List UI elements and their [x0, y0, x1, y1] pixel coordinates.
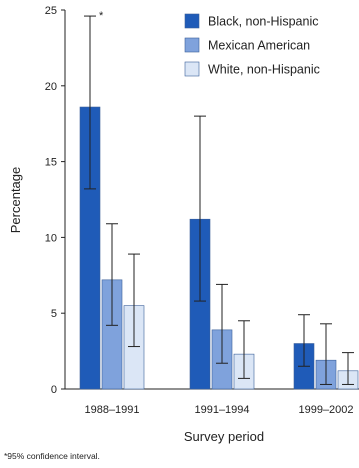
x-tick-label: 1988–1991 — [84, 404, 139, 416]
legend-swatch — [184, 61, 200, 77]
x-ticks: 1988–1991 1991–1994 1999–2002 — [84, 404, 353, 416]
legend-label: Mexican American — [208, 39, 310, 53]
y-tick-label: 10 — [45, 232, 57, 244]
footnote: *95% confidence interval. — [4, 451, 100, 461]
bars — [79, 106, 359, 390]
error-bars — [84, 15, 354, 385]
y-tick-label: 20 — [45, 81, 57, 93]
y-tick-label: 25 — [45, 5, 57, 17]
legend-label: Black, non-Hispanic — [208, 15, 318, 29]
x-tick-label: 1999–2002 — [298, 404, 353, 416]
y-tick-label: 15 — [45, 157, 57, 169]
legend: Black, non-Hispanic Mexican American White… — [184, 13, 320, 77]
y-tick-label: 0 — [51, 384, 57, 396]
y-axis-title: Percentage — [8, 167, 23, 234]
legend-swatch — [184, 13, 200, 29]
y-ticks: 0 5 10 15 20 25 — [45, 5, 65, 396]
x-tick-label: 1991–1994 — [194, 404, 249, 416]
y-tick-label: 5 — [51, 308, 57, 320]
ci-marker: * — [99, 10, 104, 22]
legend-swatch — [184, 37, 200, 53]
legend-label: White, non-Hispanic — [208, 63, 320, 77]
x-axis-title: Survey period — [184, 429, 264, 444]
